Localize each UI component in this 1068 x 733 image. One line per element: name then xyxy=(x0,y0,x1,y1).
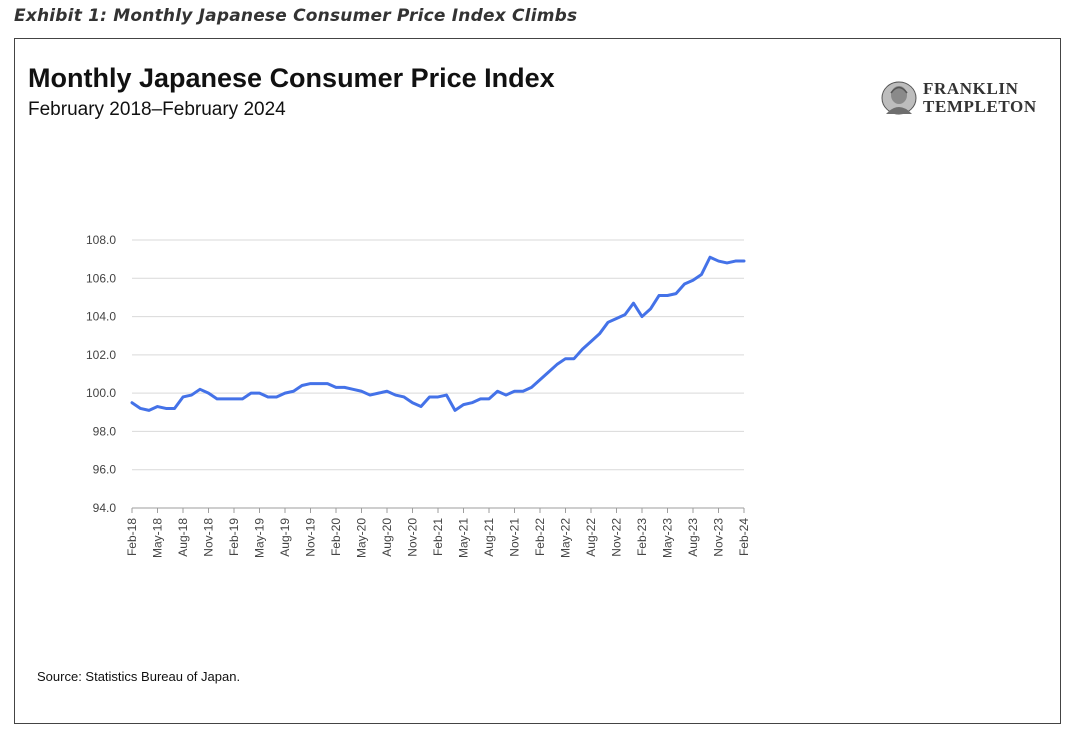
logo-text: FRANKLIN TEMPLETON xyxy=(923,80,1037,116)
x-tick-label: May-21 xyxy=(457,518,471,558)
exhibit-caption: Exhibit 1: Monthly Japanese Consumer Pri… xyxy=(14,6,578,26)
x-tick-label: May-19 xyxy=(253,518,267,558)
x-tick-label: Aug-19 xyxy=(278,518,292,557)
y-tick-label: 94.0 xyxy=(93,501,117,515)
x-tick-label: Feb-19 xyxy=(227,518,241,556)
x-tick-label: Aug-21 xyxy=(482,518,496,557)
y-tick-label: 96.0 xyxy=(93,463,117,477)
x-tick-label: Feb-21 xyxy=(431,518,445,556)
x-tick-label: May-22 xyxy=(559,518,573,558)
franklin-portrait-icon xyxy=(881,81,917,115)
chart-frame: Monthly Japanese Consumer Price Index Fe… xyxy=(14,38,1061,724)
x-tick-label: May-20 xyxy=(355,518,369,558)
x-tick-label: Aug-23 xyxy=(686,518,700,557)
x-tick-label: May-23 xyxy=(661,518,675,558)
cpi-series-line xyxy=(130,255,746,412)
x-tick-label: Feb-24 xyxy=(737,518,751,556)
chart-title: Monthly Japanese Consumer Price Index xyxy=(28,63,555,93)
x-tick-label: Nov-18 xyxy=(202,518,216,557)
chart-subtitle: February 2018–February 2024 xyxy=(28,99,286,120)
logo-line2: TEMPLETON xyxy=(923,97,1037,116)
y-tick-label: 108.0 xyxy=(86,233,116,247)
x-tick-label: Aug-18 xyxy=(176,518,190,557)
x-tick-label: Nov-20 xyxy=(406,518,420,557)
y-tick-label: 98.0 xyxy=(93,424,117,438)
x-tick-label: Aug-20 xyxy=(380,518,394,557)
x-tick-label: Feb-18 xyxy=(125,518,139,556)
x-tick-label: Nov-19 xyxy=(304,518,318,557)
y-tick-label: 104.0 xyxy=(86,310,116,324)
source-note: Source: Statistics Bureau of Japan. xyxy=(37,669,241,684)
x-tick-label: Feb-22 xyxy=(533,518,547,556)
x-tick-label: Feb-20 xyxy=(329,518,343,556)
x-tick-label: Nov-23 xyxy=(712,518,726,557)
y-tick-label: 106.0 xyxy=(86,271,116,285)
line-chart: 94.0 96.0 98.0 100.0 102.0 104.0 106.0 108.0 Feb… xyxy=(86,233,751,558)
logo-line1: FRANKLIN xyxy=(923,79,1019,98)
y-tick-label: 102.0 xyxy=(86,348,116,362)
x-tick-label: May-18 xyxy=(151,518,165,558)
x-tick-label: Nov-22 xyxy=(610,518,624,557)
x-tick-label: Aug-22 xyxy=(584,518,598,557)
x-tick-label: Feb-23 xyxy=(635,518,649,556)
y-tick-label: 100.0 xyxy=(86,386,116,400)
franklin-templeton-logo: FRANKLIN TEMPLETON xyxy=(877,80,1047,120)
x-tick-label: Nov-21 xyxy=(508,518,522,557)
